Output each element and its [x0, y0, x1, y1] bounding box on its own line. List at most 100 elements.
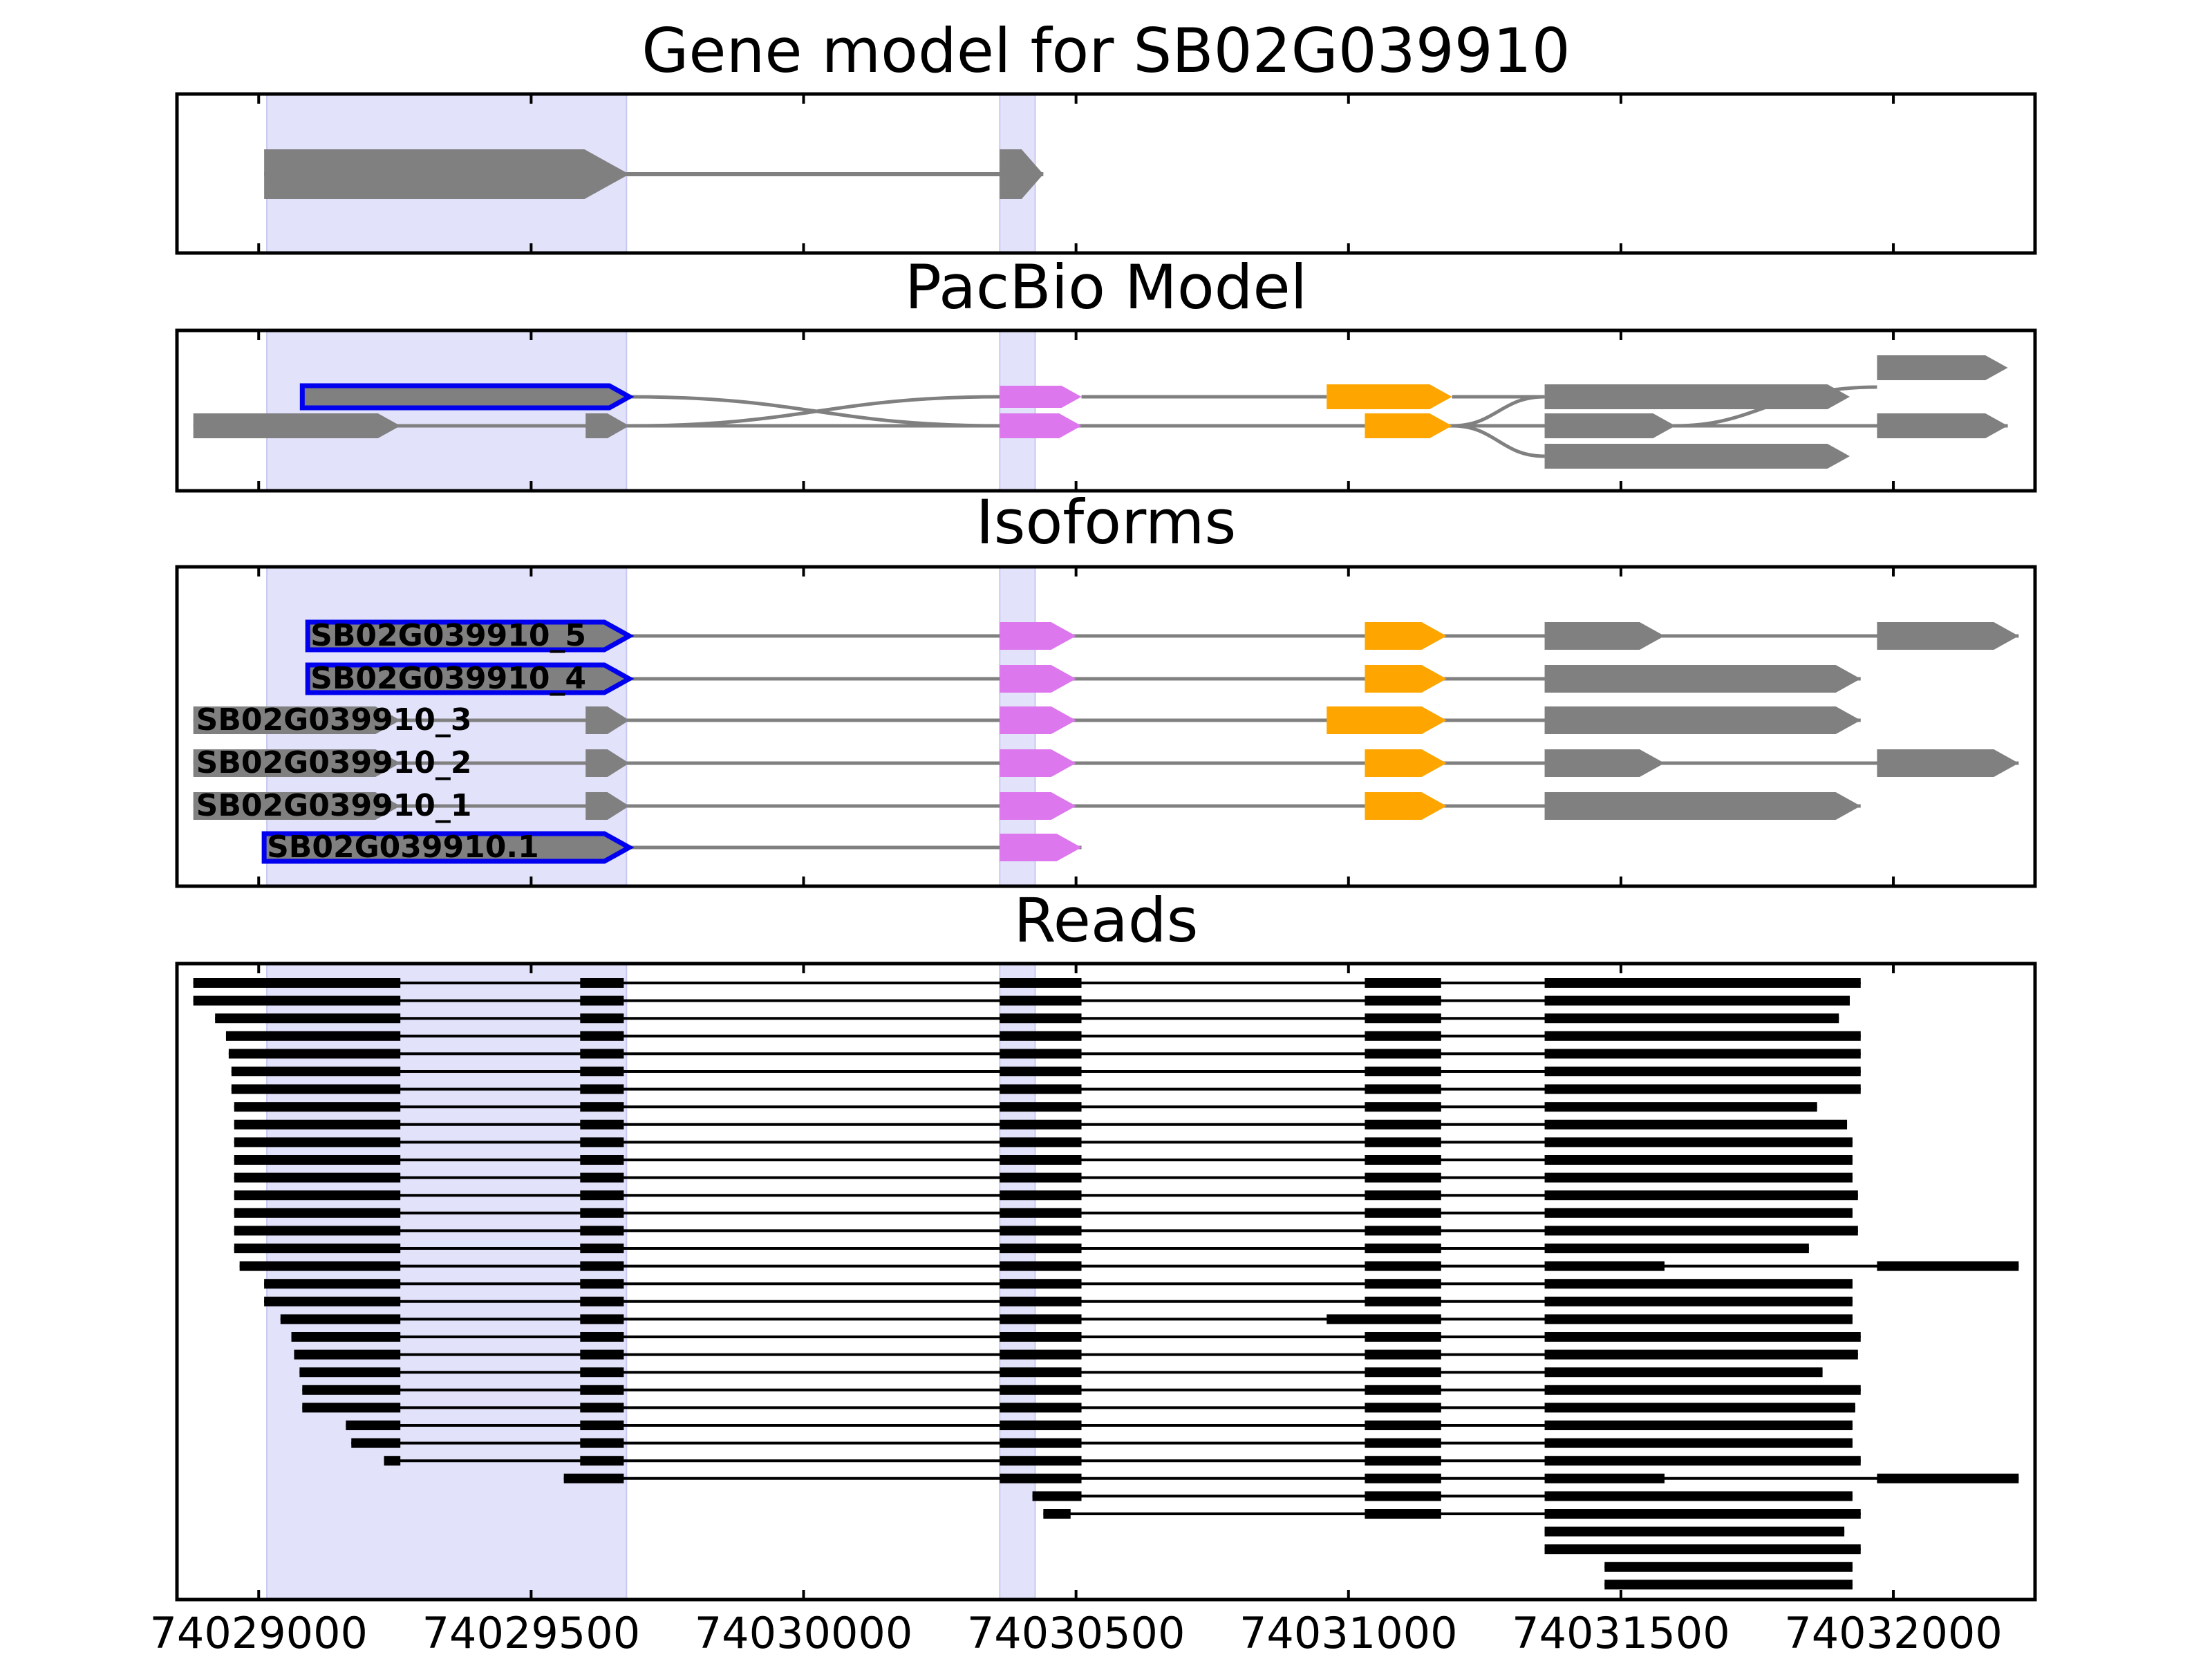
read-block — [1604, 1580, 1853, 1590]
x-tick-label: 74032000 — [1784, 1608, 2003, 1658]
read-block — [1365, 1473, 1441, 1483]
exon — [305, 619, 635, 653]
reads-frame — [175, 962, 2037, 1602]
gene-model-panel — [264, 93, 1044, 254]
exon — [1544, 444, 1850, 469]
exon — [585, 749, 630, 777]
exon — [1544, 665, 1861, 693]
exon — [1877, 622, 2019, 650]
x-tick-label: 74029000 — [149, 1608, 368, 1658]
read-block — [1544, 1137, 1853, 1147]
read-block — [1365, 1208, 1441, 1218]
read-block — [1544, 1296, 1853, 1306]
read-block — [1000, 1385, 1082, 1395]
x-axis-ticks: 74029000 74029500 74030000 74030500 74031000… — [149, 94, 2003, 1658]
exon — [1000, 622, 1076, 650]
exon — [1000, 792, 1076, 820]
read-block — [1000, 1190, 1082, 1201]
read-block — [1000, 1367, 1082, 1378]
read-block — [1365, 1084, 1441, 1094]
read-block — [1365, 1296, 1441, 1306]
read-block — [215, 1013, 401, 1024]
exon — [1544, 792, 1861, 820]
read-block — [1000, 1314, 1082, 1324]
exon — [1365, 413, 1452, 438]
read-block — [1544, 1403, 1855, 1413]
read-block — [1544, 1509, 1861, 1519]
read-block — [1365, 1332, 1441, 1342]
read-block — [299, 1367, 401, 1378]
read-block — [231, 1084, 401, 1094]
read-block — [193, 995, 401, 1006]
exon — [1000, 834, 1082, 861]
exon — [1000, 665, 1076, 693]
exon — [261, 831, 635, 864]
read-block — [1544, 1172, 1853, 1183]
isoform-label: SB02G039910.1 — [267, 830, 539, 865]
highlight-region — [999, 330, 1036, 491]
isoform-label: SB02G039910_1 — [196, 788, 472, 823]
read-block — [302, 1385, 401, 1395]
exon — [585, 706, 630, 734]
read-block — [1365, 1403, 1441, 1413]
read-block — [1544, 1084, 1861, 1094]
exon — [1000, 749, 1076, 777]
read-block — [1000, 1226, 1082, 1236]
read-block — [1544, 1385, 1861, 1395]
read-block — [1000, 1031, 1082, 1041]
read-block — [1000, 1084, 1082, 1094]
pacbio-model-panel — [193, 330, 2008, 491]
read-block — [1000, 1067, 1082, 1076]
read-block — [1544, 978, 1861, 988]
read-block — [580, 1261, 624, 1271]
read-block — [1000, 1332, 1082, 1342]
read-block — [580, 1049, 624, 1059]
read-block — [580, 1332, 624, 1342]
read-block — [234, 1172, 401, 1183]
exon — [1365, 665, 1447, 693]
read-block — [1000, 1456, 1082, 1466]
exon — [1544, 413, 1676, 438]
panel-title-isoforms: Isoforms — [976, 487, 1237, 558]
read-block — [351, 1438, 401, 1448]
pacbio-model-frame — [175, 328, 2037, 493]
splice-connector — [1452, 424, 1545, 458]
read-block — [1000, 978, 1082, 988]
read-block — [1544, 1013, 1839, 1024]
exon — [1000, 413, 1082, 438]
read-block — [1544, 1155, 1853, 1165]
read-block — [1365, 1137, 1441, 1147]
exon — [299, 383, 635, 411]
read-block — [239, 1261, 401, 1271]
read-block — [1544, 1491, 1853, 1501]
read-block — [1544, 1031, 1861, 1041]
read-block — [580, 1137, 624, 1147]
isoform-label: SB02G039910_2 — [196, 745, 472, 780]
exon — [1327, 384, 1452, 409]
exon — [1544, 622, 1665, 650]
read-block — [1000, 1102, 1082, 1112]
read-block — [1365, 1385, 1441, 1395]
read-block — [580, 1456, 624, 1466]
exon — [1000, 706, 1076, 734]
read-block — [580, 1172, 624, 1183]
read-block — [234, 1226, 401, 1236]
read-block — [1544, 1067, 1861, 1076]
panel-title-reads: Reads — [1014, 885, 1199, 956]
read-block — [280, 1314, 401, 1324]
read-block — [1365, 1226, 1441, 1236]
read-block — [1544, 1526, 1845, 1537]
read-block — [1000, 1438, 1082, 1448]
isoforms-frame — [175, 565, 2037, 888]
read-block — [234, 1155, 401, 1165]
read-block — [1000, 1244, 1082, 1253]
read-block — [234, 1190, 401, 1201]
read-block — [1544, 1314, 1853, 1324]
read-block — [231, 1067, 401, 1076]
read-block — [580, 1084, 624, 1094]
read-block — [1544, 1279, 1853, 1289]
exon — [193, 749, 401, 777]
read-block — [1365, 1119, 1441, 1130]
isoform-label: SB02G039910_4 — [310, 661, 586, 696]
